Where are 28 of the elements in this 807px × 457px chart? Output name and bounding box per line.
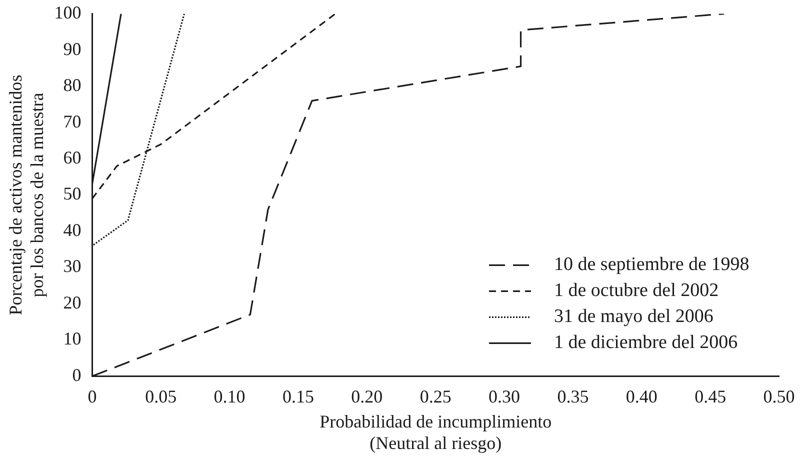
y-tick-label: 10 <box>63 328 82 349</box>
x-tick-label: 0 <box>88 386 97 407</box>
legend-label: 31 de mayo del 2006 <box>554 306 714 328</box>
x-tick-label: 0.45 <box>694 386 726 407</box>
legend-label: 1 de octubre del 2002 <box>554 280 719 302</box>
x-tick-label: 0.30 <box>488 386 520 407</box>
x-tick-label: 0.10 <box>214 386 246 407</box>
y-tick-label: 90 <box>63 38 82 59</box>
legend-label: 10 de septiembre de 1998 <box>554 254 750 276</box>
x-tick-label: 0.40 <box>626 386 658 407</box>
y-tick-label: 60 <box>63 147 82 168</box>
x-tick-label: 0.25 <box>420 386 452 407</box>
y-tick-label: 30 <box>63 256 82 276</box>
x-tick-label: 0.35 <box>557 386 589 407</box>
y-tick-label: 0 <box>72 364 82 385</box>
x-tick-label: 0.20 <box>351 386 383 407</box>
y-axis-title: Porcentaje de activos mantenidos por los bancos de la muestra <box>6 74 48 316</box>
legend-label: 1 de diciembre del 2006 <box>554 332 738 354</box>
x-tick-label: 0.15 <box>282 386 314 407</box>
x-tick-label: 0.50 <box>763 386 795 407</box>
y-tick-label: 40 <box>63 220 82 240</box>
x-tick-label: 0.05 <box>145 386 177 407</box>
x-axis-title: Probabilidad de incumplimiento (Neutral al riesgo) <box>320 411 552 453</box>
y-tick-label: 50 <box>63 184 82 204</box>
y-tick-label: 100 <box>54 2 82 23</box>
y-tick-label: 70 <box>63 111 82 132</box>
y-tick-label: 80 <box>63 75 82 96</box>
y-tick-label: 20 <box>63 292 82 312</box>
